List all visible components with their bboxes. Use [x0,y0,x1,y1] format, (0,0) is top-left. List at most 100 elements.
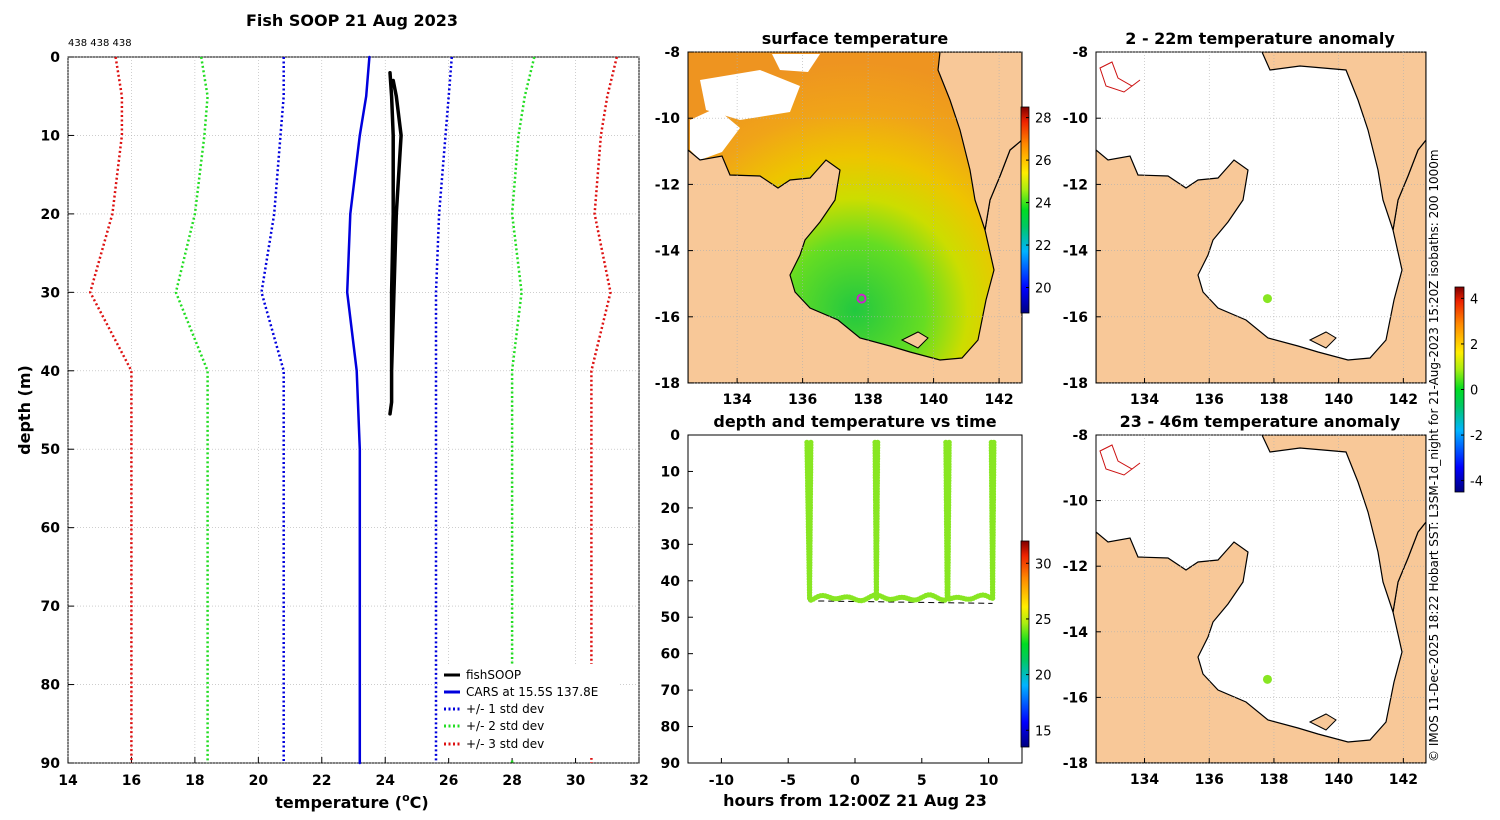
y-tick-label: -8 [1072,428,1088,444]
profile-x-label: temperature (oC) [275,791,428,812]
x-tick-label: 136 [1195,772,1224,788]
cbar-tick-label: 15 [1035,724,1052,739]
credit-note: © IMOS 11-Dec-2025 18:22 Hobart SST: L3S… [1427,149,1441,762]
y-tick-label: -10 [1063,111,1089,127]
y-tick-label: -8 [664,45,680,61]
sst-colorbar [1020,106,1030,314]
x-tick-label: 140 [919,392,948,408]
cbar-tick-label: 4 [1470,292,1478,307]
cbar-tick-label: 20 [1035,669,1052,684]
y-tick-label: 0 [670,428,680,444]
y-tick-label: 90 [661,756,681,772]
legend-std1: +/- 1 std dev [466,702,544,716]
a1-ticks: 134 136 138 140 142 -8 -10 -12 -14 -16 -18 [1063,45,1418,408]
series-fish-0 [388,70,403,416]
legend-fish: fishSOOP [466,668,521,682]
x-tick-label: 24 [375,773,395,789]
sst-colorbar-ticks: 20 22 24 26 28 [1026,112,1052,297]
cbar-tick-label: 22 [1035,239,1052,254]
profile-series [88,55,619,765]
profile-y-ticks: 0 10 20 30 40 50 60 70 80 90 [41,50,74,772]
dt-title: depth and temperature vs time [713,412,996,431]
x-tick-label: 14 [58,773,78,789]
y-tick-label: -16 [1063,310,1088,326]
sst-title: surface temperature [762,29,949,48]
x-tick-label: 142 [984,392,1013,408]
cbar-tick-label: 25 [1035,613,1052,628]
sst-nodata [772,54,820,72]
x-tick-label: 28 [502,773,521,789]
profile-legend: fishSOOP CARS at 15.5S 137.8E +/- 1 std … [440,664,618,758]
profile-grid [67,56,640,764]
anomaly-colorbar-ticks: -4 -2 0 2 4 [1461,292,1483,490]
dt-ticks: -10 -5 0 5 10 0 10 20 30 40 50 60 70 80 90 [661,428,999,789]
series-std1-3 [434,56,454,763]
y-tick-label: 50 [661,610,681,626]
y-tick-label: -18 [1063,756,1088,772]
y-tick-label: 70 [41,599,61,615]
y-tick-label: 90 [41,756,61,772]
x-tick-label: 140 [1324,772,1353,788]
sst-field [688,52,1022,383]
a2-ticks: 134 136 138 140 142 -8 -10 -12 -14 -16 -18 [1063,428,1418,788]
profile-x-ticks: 14 16 18 20 22 24 26 28 30 32 [58,757,649,789]
sst-island [900,331,929,349]
x-tick-label: 20 [249,773,269,789]
y-tick-label: 20 [661,501,681,517]
x-tick-label: 18 [185,773,204,789]
y-tick-label: -14 [1063,244,1089,260]
a1-anomaly-point [1262,294,1272,304]
a1-title: 2 - 22m temperature anomaly [1125,29,1395,48]
series-std3-7 [590,56,619,763]
cbar-tick-label: 28 [1035,112,1052,127]
x-tick-label: 138 [1259,772,1288,788]
y-tick-label: 20 [41,207,61,223]
y-tick-label: -12 [1063,559,1088,575]
series-std2-4 [174,56,209,763]
dt-colorbar [1020,540,1030,748]
sst-nodata [690,108,740,160]
series-std1-2 [260,57,285,763]
y-tick-label: -14 [655,244,681,260]
x-tick-label: -5 [780,773,796,789]
profile-title: Fish SOOP 21 Aug 2023 [246,11,458,30]
a2-anomaly-point [1262,674,1272,684]
y-tick-label: 10 [661,464,681,480]
x-tick-label: -10 [709,773,735,789]
x-tick-label: 0 [850,773,860,789]
legend-std3: +/- 3 std dev [466,737,544,751]
y-tick-label: 30 [41,285,61,301]
a2-isobath [1099,444,1141,476]
sst-land-cape-york [937,52,1022,231]
x-tick-label: 16 [122,773,141,789]
profile-axes-box [67,56,640,764]
y-tick-label: -18 [1063,376,1088,392]
x-tick-label: 136 [788,392,817,408]
scatter-point [942,597,948,603]
y-tick-label: 80 [41,678,61,694]
x-tick-label: 5 [917,773,927,789]
x-tick-label: 142 [1389,392,1418,408]
y-tick-label: 0 [50,50,60,66]
y-tick-label: 60 [41,521,61,537]
sst-ticks: 134 136 138 140 142 -8 -10 -12 -14 -16 -18 [655,45,1014,408]
y-tick-label: -14 [1063,625,1089,641]
anomaly-shallow-map: 2 - 22m temperature anomaly 134 136 138 140… [1063,29,1427,408]
a2-field [1096,435,1426,763]
x-tick-label: 136 [1195,392,1224,408]
series-cars-1 [345,55,371,765]
y-tick-label: -8 [1072,45,1088,61]
scatter-point [870,592,877,599]
y-tick-label: 60 [661,647,681,663]
a2-grid [1096,434,1426,764]
cbar-tick-label: 24 [1035,197,1052,212]
y-tick-label: -10 [1063,494,1089,510]
a1-land-cape-york [1261,52,1426,231]
bottom-depth-line [808,600,993,604]
a1-island [1308,331,1337,349]
cbar-tick-label: 2 [1470,338,1478,353]
y-tick-label: -12 [1063,177,1088,193]
x-tick-label: 134 [723,392,752,408]
dt-marks [804,439,997,604]
sst-station-marker [856,293,867,304]
